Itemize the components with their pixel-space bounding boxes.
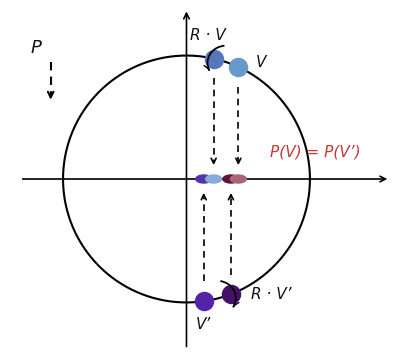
Text: V: V <box>255 55 265 70</box>
Text: R · V’: R · V’ <box>250 287 290 302</box>
Ellipse shape <box>230 175 246 183</box>
Text: V’: V’ <box>196 317 211 332</box>
Text: P(V) = P(V’): P(V) = P(V’) <box>270 144 360 159</box>
Text: R · V: R · V <box>189 28 225 43</box>
Ellipse shape <box>222 175 238 183</box>
Ellipse shape <box>195 175 211 183</box>
Text: P: P <box>30 39 41 57</box>
Ellipse shape <box>205 175 221 183</box>
